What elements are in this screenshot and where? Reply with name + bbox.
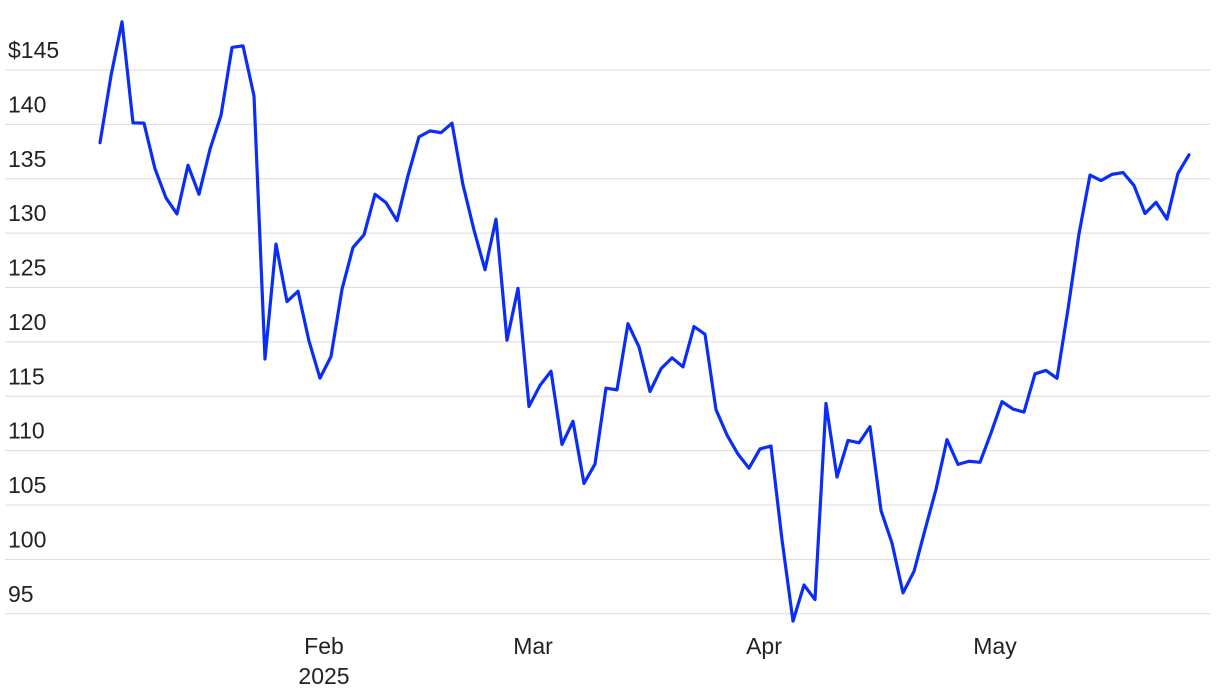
x-tick-label: May xyxy=(973,633,1017,659)
y-tick-label: 140 xyxy=(8,91,46,117)
y-tick-label: 125 xyxy=(8,255,46,281)
y-tick-label: 130 xyxy=(8,200,46,226)
y-tick-label: 135 xyxy=(8,146,46,172)
y-tick-label: 100 xyxy=(8,526,46,552)
x-year-label: 2025 xyxy=(298,663,349,689)
price-line xyxy=(98,20,1191,623)
y-tick-label: 115 xyxy=(8,363,45,389)
y-tick-label: $145 xyxy=(8,37,59,63)
x-tick-label: Apr xyxy=(746,633,782,659)
x-tick-label: Mar xyxy=(513,633,553,659)
y-tick-label: 120 xyxy=(8,309,46,335)
y-tick-label: 110 xyxy=(8,418,45,444)
y-tick-label: 95 xyxy=(8,581,34,607)
x-tick-label: Feb xyxy=(304,633,344,659)
y-tick-label: 105 xyxy=(8,472,46,498)
